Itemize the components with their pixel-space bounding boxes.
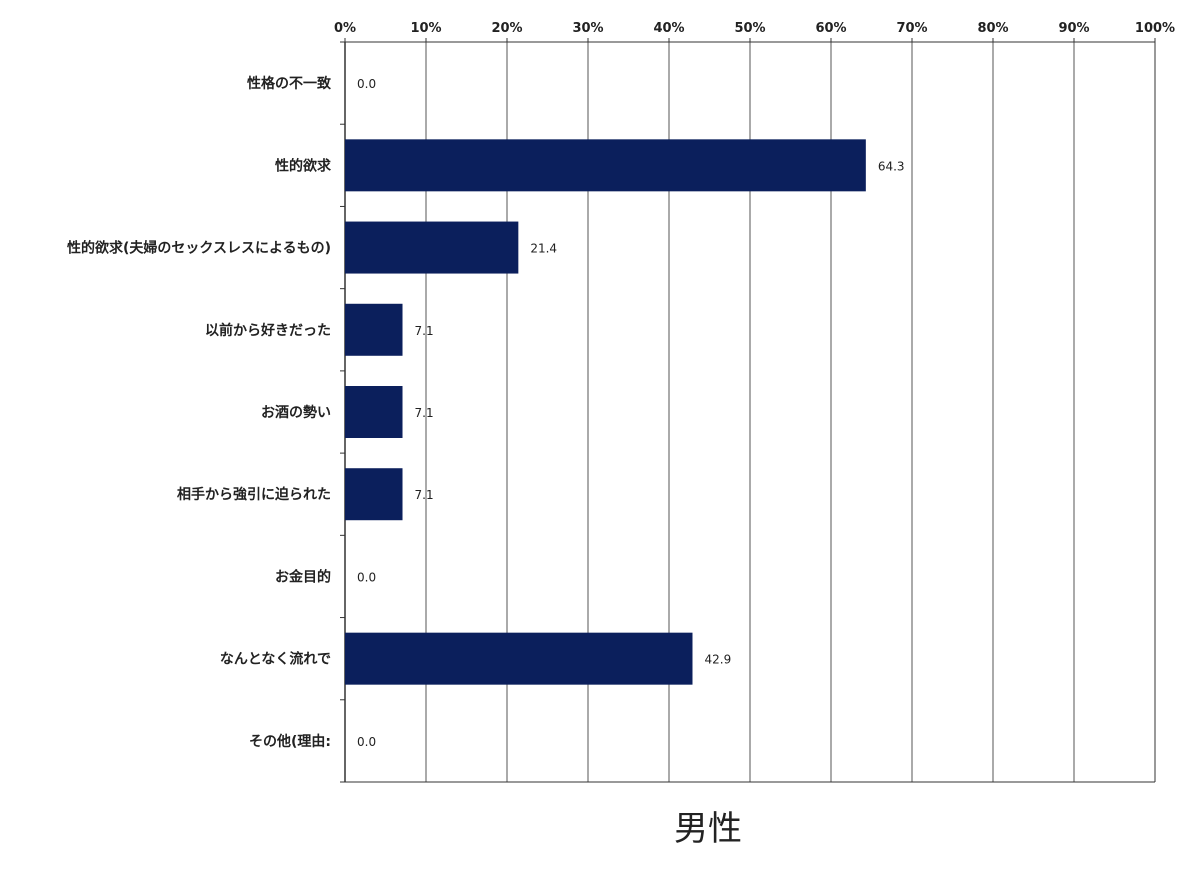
bar-4 (345, 386, 403, 438)
category-label-7: なんとなく流れで (220, 651, 331, 668)
bar-5 (345, 468, 403, 521)
x-tick-label-0: 0% (334, 21, 356, 36)
bar-7 (345, 632, 693, 685)
x-tick-label-10: 10% (410, 21, 441, 36)
category-label-2: 性的欲求(夫婦のセックスレスによるもの) (67, 240, 331, 257)
category-label-4: お酒の勢い (261, 404, 331, 421)
value-label-5: 7.1 (415, 488, 434, 502)
category-label-5: 相手から強引に迫られた (177, 486, 331, 503)
value-label-7: 42.9 (704, 653, 731, 667)
bar-2 (345, 221, 519, 274)
value-label-4: 7.1 (415, 406, 434, 420)
category-label-0: 性格の不一致 (247, 75, 332, 92)
bar-1 (345, 139, 866, 192)
value-label-6: 0.0 (357, 570, 376, 584)
labels: 0% 10% 20% 30% 40% 50% 60% 70% 80% 90% 100% 性格の不一致 0… (67, 21, 1175, 750)
category-label-6: お金目的 (275, 568, 331, 585)
x-tick-label-60: 60% (815, 21, 846, 36)
value-label-3: 7.1 (415, 324, 434, 338)
bars (345, 139, 866, 685)
value-label-1: 64.3 (878, 159, 905, 173)
x-tick-label-100: 100% (1135, 21, 1175, 36)
chart-title: 男性 (674, 809, 742, 849)
category-label-1: 性的欲求 (275, 157, 332, 174)
value-label-0: 0.0 (357, 77, 376, 91)
category-label-8: その他(理由: (249, 733, 331, 750)
value-label-2: 21.4 (530, 242, 557, 256)
x-tick-label-20: 20% (491, 21, 522, 36)
value-label-8: 0.0 (357, 735, 376, 749)
x-tick-label-30: 30% (572, 21, 603, 36)
x-tick-label-80: 80% (977, 21, 1008, 36)
x-tick-label-90: 90% (1058, 21, 1089, 36)
x-tick-label-50: 50% (734, 21, 765, 36)
x-tick-label-40: 40% (653, 21, 684, 36)
category-label-3: 以前から好きだった (205, 322, 331, 339)
x-tick-label-70: 70% (896, 21, 927, 36)
bar-3 (345, 303, 403, 356)
